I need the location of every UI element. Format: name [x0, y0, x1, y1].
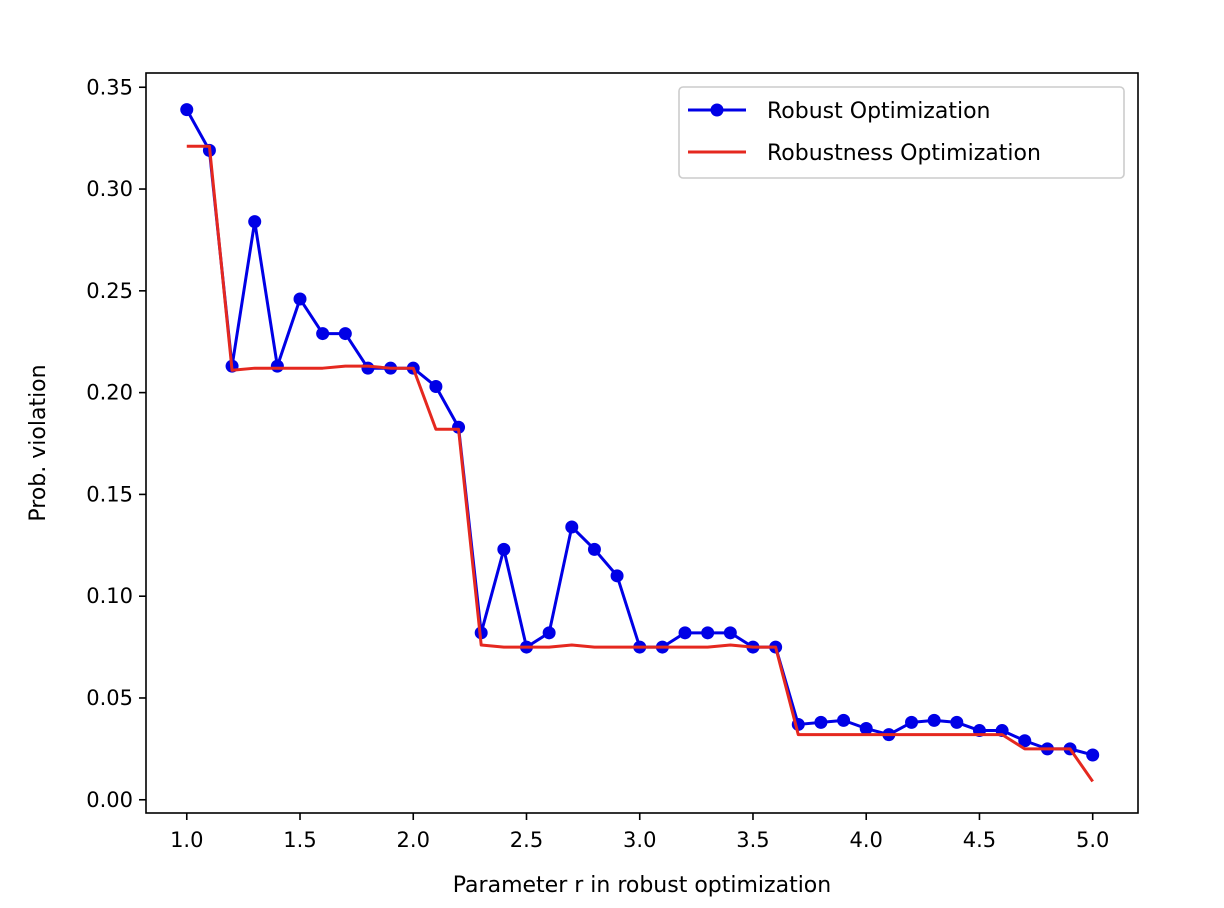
- legend-label-robust-optimization: Robust Optimization: [767, 99, 990, 124]
- y-tick-label: 0.05: [86, 686, 133, 710]
- data-point-robust-optimization: [723, 626, 737, 640]
- data-point-robust-optimization: [429, 380, 443, 394]
- series-line-robustness-optimization: [186, 144, 1094, 783]
- y-tick-label: 0.30: [86, 177, 133, 201]
- x-tick-label: 3.0: [623, 828, 656, 852]
- data-point-robust-optimization: [316, 327, 330, 341]
- data-point-robust-optimization: [927, 713, 941, 727]
- data-point-robust-optimization: [1086, 748, 1100, 762]
- plot-frame: [145, 72, 1139, 814]
- data-point-robust-optimization: [1018, 734, 1032, 748]
- x-tick-label: 2.5: [510, 828, 543, 852]
- data-point-robust-optimization: [270, 359, 284, 373]
- x-axis-label: Parameter r in robust optimization: [453, 873, 831, 898]
- y-tick-label: 0.20: [86, 381, 133, 405]
- data-point-robust-optimization: [587, 542, 601, 556]
- y-axis-label: Prob. violation: [26, 364, 51, 521]
- x-axis-ticks: 1.0 1.5 2.0 2.5 3.0 3.5 4.0 4.5 5.0: [170, 813, 1109, 852]
- data-point-robust-optimization: [180, 103, 194, 117]
- legend-marker-robust-optimization: [710, 103, 724, 117]
- data-point-robust-optimization: [950, 715, 964, 729]
- data-point-robust-optimization: [248, 215, 262, 229]
- data-point-robust-optimization: [610, 569, 624, 583]
- data-point-robust-optimization: [361, 361, 375, 375]
- x-tick-label: 1.5: [283, 828, 316, 852]
- data-point-robust-optimization: [678, 626, 692, 640]
- x-tick-label: 5.0: [1076, 828, 1109, 852]
- data-point-robust-optimization: [542, 626, 556, 640]
- y-tick-label: 0.00: [86, 788, 133, 812]
- x-tick-label: 4.0: [850, 828, 883, 852]
- x-tick-label: 4.5: [963, 828, 996, 852]
- y-tick-label: 0.25: [86, 279, 133, 303]
- y-tick-label: 0.15: [86, 482, 133, 506]
- legend: Robust Optimization Robustness Optimizat…: [678, 86, 1125, 179]
- data-point-robust-optimization: [338, 327, 352, 341]
- legend-box: [678, 86, 1125, 179]
- data-point-robust-optimization: [837, 713, 851, 727]
- x-tick-label: 3.5: [736, 828, 769, 852]
- data-point-robust-optimization: [497, 542, 511, 556]
- data-point-robust-optimization: [565, 520, 579, 534]
- data-point-robust-optimization: [701, 626, 715, 640]
- x-tick-label: 2.0: [397, 828, 430, 852]
- data-point-robust-optimization: [905, 715, 919, 729]
- y-axis-ticks: 0.00 0.05 0.10 0.15 0.20 0.25 0.30 0.35: [86, 75, 146, 812]
- x-tick-label: 1.0: [170, 828, 203, 852]
- series-layer: [180, 103, 1100, 783]
- data-point-robust-optimization: [814, 715, 828, 729]
- y-tick-label: 0.10: [86, 584, 133, 608]
- y-tick-label: 0.35: [86, 75, 133, 99]
- data-point-robust-optimization: [859, 722, 873, 736]
- legend-label-robustness-optimization: Robustness Optimization: [767, 141, 1041, 166]
- data-point-robust-optimization: [293, 292, 307, 306]
